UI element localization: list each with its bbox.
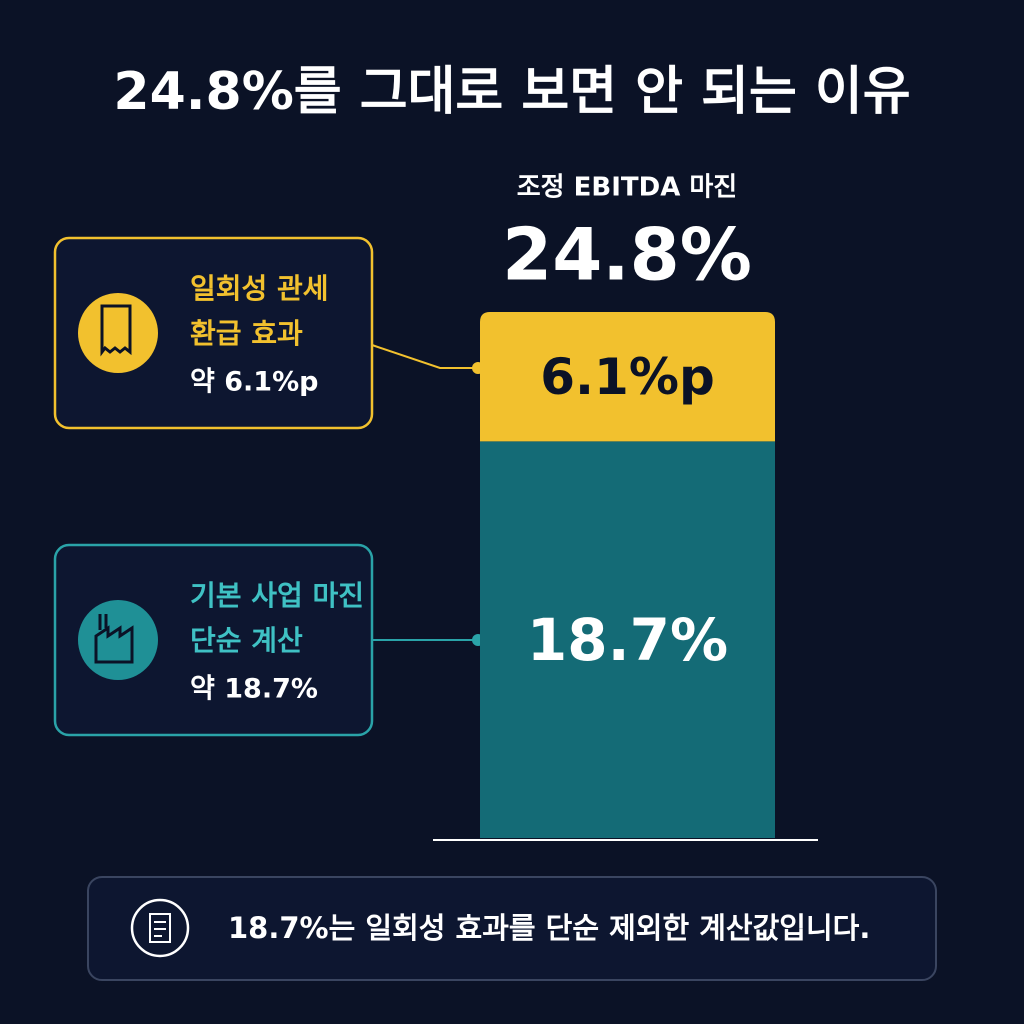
callout-title: 일회성 관세 bbox=[190, 272, 329, 305]
callout-title: 단순 계산 bbox=[190, 624, 303, 657]
note: 18.7%는 일회성 효과를 단순 제외한 계산값입니다. bbox=[228, 911, 870, 945]
callout-value: 약 18.7% bbox=[190, 674, 318, 705]
note-icon bbox=[130, 898, 190, 958]
callout-title: 기본 사업 마진 bbox=[190, 579, 364, 612]
total-label: 24.8% bbox=[502, 213, 752, 297]
data-label: 18.7% bbox=[527, 606, 728, 674]
note-box bbox=[87, 876, 937, 981]
note-icon-clipboard bbox=[149, 913, 171, 943]
callout-title: 환급 효과 bbox=[190, 317, 303, 350]
callout-box bbox=[53, 236, 374, 430]
bar-segment bbox=[480, 441, 775, 838]
icon bbox=[78, 293, 158, 373]
bars: 18.7% 6.1%p bbox=[480, 312, 775, 838]
icon bbox=[78, 600, 158, 680]
bar-segment bbox=[480, 312, 775, 442]
icon-receipt bbox=[100, 304, 132, 357]
subtitle: 조정 EBITDA 마진 bbox=[517, 173, 737, 203]
chart-title: 24.8%를 그대로 보면 안 되는 이유 bbox=[113, 62, 910, 122]
icon-factory bbox=[94, 614, 134, 664]
data-label: 6.1%p bbox=[540, 348, 714, 406]
connector bbox=[371, 344, 478, 369]
callout-value: 약 6.1%p bbox=[190, 367, 318, 398]
